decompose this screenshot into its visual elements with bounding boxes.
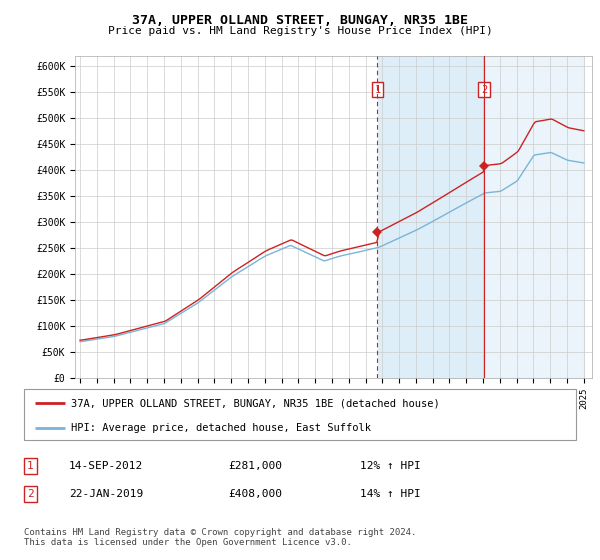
Text: 12% ↑ HPI: 12% ↑ HPI: [360, 461, 421, 471]
Text: £281,000: £281,000: [228, 461, 282, 471]
Text: Contains HM Land Registry data © Crown copyright and database right 2024.
This d: Contains HM Land Registry data © Crown c…: [24, 528, 416, 547]
Text: HPI: Average price, detached house, East Suffolk: HPI: Average price, detached house, East…: [71, 422, 371, 432]
Text: £408,000: £408,000: [228, 489, 282, 499]
Text: 22-JAN-2019: 22-JAN-2019: [69, 489, 143, 499]
Text: 1: 1: [374, 85, 380, 95]
Text: 2: 2: [481, 85, 487, 95]
Text: Price paid vs. HM Land Registry's House Price Index (HPI): Price paid vs. HM Land Registry's House …: [107, 26, 493, 36]
Text: 37A, UPPER OLLAND STREET, BUNGAY, NR35 1BE: 37A, UPPER OLLAND STREET, BUNGAY, NR35 1…: [132, 14, 468, 27]
Text: 37A, UPPER OLLAND STREET, BUNGAY, NR35 1BE (detached house): 37A, UPPER OLLAND STREET, BUNGAY, NR35 1…: [71, 398, 440, 408]
Text: 14-SEP-2012: 14-SEP-2012: [69, 461, 143, 471]
FancyBboxPatch shape: [24, 389, 576, 440]
Text: 2: 2: [27, 489, 34, 499]
Text: 14% ↑ HPI: 14% ↑ HPI: [360, 489, 421, 499]
Text: 1: 1: [27, 461, 34, 471]
